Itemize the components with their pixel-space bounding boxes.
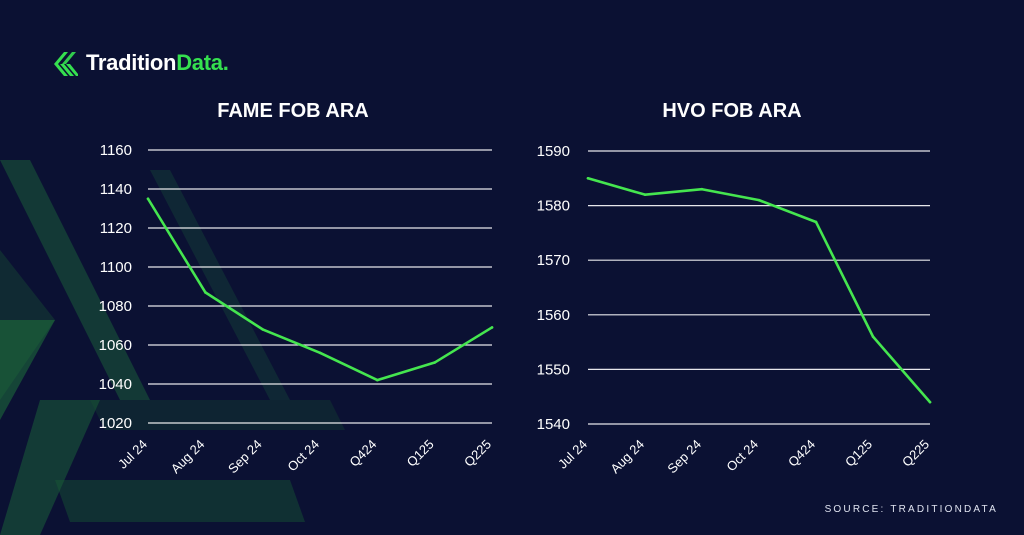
source-note: SOURCE: TRADITIONDATA [824, 504, 998, 515]
y-tick-label: 1020 [99, 415, 132, 432]
x-tick-label: Q125 [842, 437, 875, 470]
data-point [204, 291, 207, 294]
y-tick-label: 1540 [537, 416, 570, 433]
y-tick-label: 1060 [99, 337, 132, 354]
data-point [757, 198, 761, 202]
data-point [146, 197, 150, 201]
data-point [376, 378, 379, 382]
y-tick-label: 1560 [537, 307, 570, 324]
y-tick-label: 1550 [537, 361, 570, 378]
data-point [700, 187, 704, 191]
x-tick-label: Q225 [899, 437, 932, 470]
y-tick-label: 1140 [100, 181, 132, 198]
y-tick-label: 1100 [100, 259, 132, 276]
y-tick-label: 1160 [100, 142, 132, 159]
data-point [871, 335, 875, 338]
data-point [490, 326, 494, 329]
y-tick-label: 1040 [99, 376, 132, 393]
data-point [928, 400, 932, 404]
data-point [814, 220, 818, 224]
brand: TraditionData. [52, 50, 229, 76]
chart-title-fame: FAME FOB ARA [217, 100, 369, 122]
y-tick-label: 1590 [537, 143, 570, 160]
data-point [261, 328, 264, 331]
chart-title-hvo: HVO FOB ARA [662, 100, 802, 122]
x-tick-label: Sep 24 [664, 437, 704, 477]
y-tick-label: 1580 [537, 198, 570, 215]
series-line [586, 177, 932, 404]
data-point [643, 193, 647, 196]
data-point [318, 351, 322, 355]
y-tick-label: 1080 [99, 298, 132, 315]
x-tick-label: Q424 [785, 437, 818, 470]
x-tick-label: Oct 24 [723, 437, 761, 475]
y-tick-label: 1120 [100, 220, 132, 237]
data-point [433, 361, 436, 364]
y-tick-label: 1570 [537, 252, 570, 269]
data-point [586, 177, 590, 180]
stripes-logo-icon [54, 52, 78, 76]
brand-name: TraditionData. [86, 50, 229, 75]
x-tick-label: Aug 24 [607, 437, 647, 477]
x-tick-label: Jul 24 [555, 437, 590, 472]
